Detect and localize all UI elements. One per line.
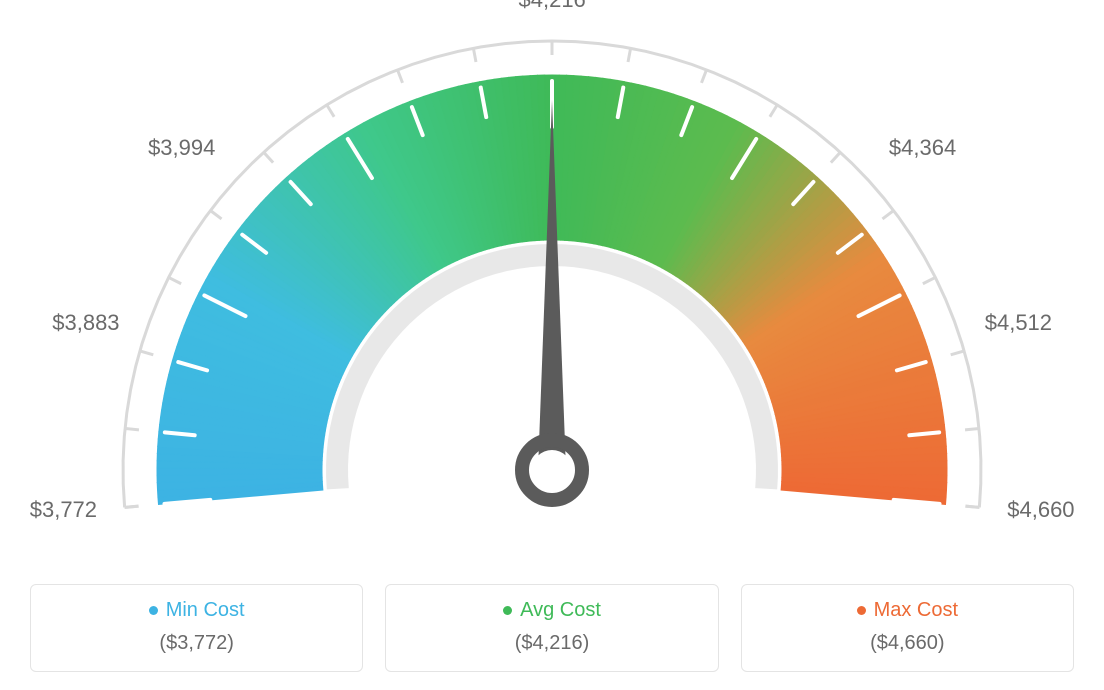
- gauge-tick-label: $3,772: [30, 497, 97, 523]
- gauge-tick-label: $4,216: [519, 0, 586, 13]
- legend-value-max: ($4,660): [752, 632, 1063, 655]
- dot-icon: [857, 606, 866, 615]
- legend-value-avg: ($4,216): [396, 632, 707, 655]
- dot-icon: [503, 606, 512, 615]
- legend-label-min: Min Cost: [166, 599, 245, 622]
- gauge-tick-label: $4,512: [985, 310, 1052, 336]
- gauge-chart-container: $3,772 $3,883 $3,994 $4,216 $4,364 $4,512 $4,6…: [0, 0, 1104, 690]
- legend-title-avg: Avg Cost: [503, 599, 601, 622]
- legend-title-min: Min Cost: [149, 599, 245, 622]
- legend-label-max: Max Cost: [874, 599, 958, 622]
- dot-icon: [149, 606, 158, 615]
- legend-row: Min Cost ($3,772) Avg Cost ($4,216) Max …: [30, 584, 1074, 672]
- legend-card-min: Min Cost ($3,772): [30, 584, 363, 672]
- legend-value-min: ($3,772): [41, 632, 352, 655]
- legend-title-max: Max Cost: [857, 599, 958, 622]
- gauge-area: $3,772 $3,883 $3,994 $4,216 $4,364 $4,512 $4,6…: [0, 0, 1104, 540]
- legend-card-max: Max Cost ($4,660): [741, 584, 1074, 672]
- legend-label-avg: Avg Cost: [520, 599, 601, 622]
- gauge-svg: [0, 0, 1104, 540]
- gauge-tick-label: $3,883: [52, 310, 119, 336]
- gauge-tick-label: $4,364: [889, 135, 956, 161]
- gauge-tick-label: $4,660: [1007, 497, 1074, 523]
- gauge-tick-label: $3,994: [148, 135, 215, 161]
- legend-card-avg: Avg Cost ($4,216): [385, 584, 718, 672]
